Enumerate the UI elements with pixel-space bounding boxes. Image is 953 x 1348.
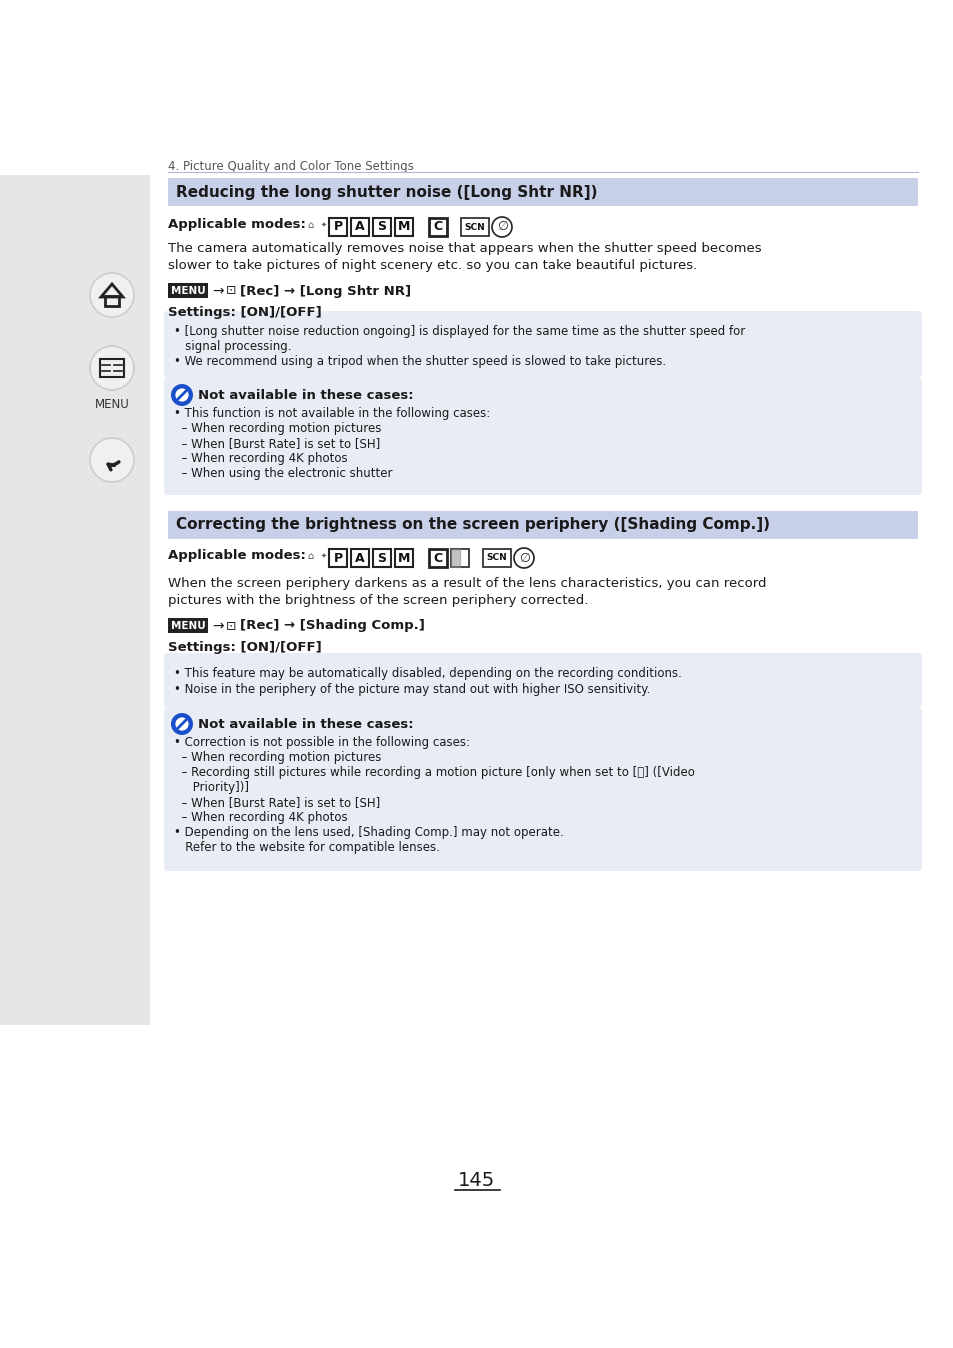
Text: Not available in these cases:: Not available in these cases: xyxy=(198,390,414,402)
Circle shape xyxy=(173,387,190,403)
Text: • Depending on the lens used, [Shading Comp.] may not operate.: • Depending on the lens used, [Shading C… xyxy=(173,826,563,838)
Text: SCN: SCN xyxy=(486,554,507,562)
Circle shape xyxy=(90,346,133,390)
Text: MENU: MENU xyxy=(94,399,130,411)
Text: ∅: ∅ xyxy=(518,551,529,565)
Text: →: → xyxy=(212,619,223,634)
Text: • Noise in the periphery of the picture may stand out with higher ISO sensitivit: • Noise in the periphery of the picture … xyxy=(173,683,650,696)
Text: – When [Burst Rate] is set to [SH]: – When [Burst Rate] is set to [SH] xyxy=(173,437,380,450)
Text: – When using the electronic shutter: – When using the electronic shutter xyxy=(173,466,392,480)
Text: • This function is not available in the following cases:: • This function is not available in the … xyxy=(173,407,490,421)
Text: A: A xyxy=(355,221,364,233)
Text: ⊡: ⊡ xyxy=(226,620,236,632)
FancyBboxPatch shape xyxy=(168,511,917,539)
FancyBboxPatch shape xyxy=(168,283,208,298)
Text: ⊡: ⊡ xyxy=(226,284,236,298)
Text: • Correction is not possible in the following cases:: • Correction is not possible in the foll… xyxy=(173,736,470,749)
Text: • This feature may be automatically disabled, depending on the recording conditi: • This feature may be automatically disa… xyxy=(173,667,681,679)
Circle shape xyxy=(514,549,534,568)
Text: When the screen periphery darkens as a result of the lens characteristics, you c: When the screen periphery darkens as a r… xyxy=(168,577,765,590)
Text: [Rec] → [Long Shtr NR]: [Rec] → [Long Shtr NR] xyxy=(240,284,411,298)
FancyBboxPatch shape xyxy=(351,549,369,568)
Circle shape xyxy=(171,713,193,735)
Text: →: → xyxy=(212,284,223,298)
Text: M: M xyxy=(397,551,410,565)
Text: pictures with the brightness of the screen periphery corrected.: pictures with the brightness of the scre… xyxy=(168,594,588,607)
FancyBboxPatch shape xyxy=(373,549,391,568)
Text: ⁺: ⁺ xyxy=(428,221,432,229)
FancyBboxPatch shape xyxy=(168,178,917,206)
Circle shape xyxy=(90,438,133,483)
Text: – Recording still pictures while recording a motion picture [only when set to [📹: – Recording still pictures while recordi… xyxy=(173,766,694,779)
FancyBboxPatch shape xyxy=(329,218,347,236)
FancyBboxPatch shape xyxy=(373,218,391,236)
FancyBboxPatch shape xyxy=(168,617,208,634)
FancyBboxPatch shape xyxy=(395,218,413,236)
Text: Correcting the brightness on the screen periphery ([Shading Comp.]): Correcting the brightness on the screen … xyxy=(175,518,769,532)
FancyBboxPatch shape xyxy=(460,218,489,236)
FancyBboxPatch shape xyxy=(395,549,413,568)
Text: Settings: [ON]/[OFF]: Settings: [ON]/[OFF] xyxy=(168,642,321,654)
Text: • We recommend using a tripod when the shutter speed is slowed to take pictures.: • We recommend using a tripod when the s… xyxy=(173,355,665,368)
Circle shape xyxy=(492,217,512,237)
Text: S: S xyxy=(377,221,386,233)
FancyBboxPatch shape xyxy=(164,706,921,871)
Text: ~: ~ xyxy=(459,220,468,231)
FancyBboxPatch shape xyxy=(164,377,921,495)
Text: S: S xyxy=(377,551,386,565)
FancyBboxPatch shape xyxy=(451,549,469,568)
Text: C: C xyxy=(433,221,442,233)
Text: MENU: MENU xyxy=(171,621,205,631)
FancyBboxPatch shape xyxy=(329,549,347,568)
FancyBboxPatch shape xyxy=(0,175,150,1024)
Text: 4. Picture Quality and Color Tone Settings: 4. Picture Quality and Color Tone Settin… xyxy=(168,160,414,173)
Text: – When [Burst Rate] is set to [SH]: – When [Burst Rate] is set to [SH] xyxy=(173,797,380,809)
Circle shape xyxy=(171,384,193,406)
Text: C: C xyxy=(433,551,442,565)
Text: [Rec] → [Shading Comp.]: [Rec] → [Shading Comp.] xyxy=(240,620,424,632)
FancyBboxPatch shape xyxy=(429,218,447,236)
Text: M: M xyxy=(397,221,410,233)
FancyBboxPatch shape xyxy=(429,549,447,568)
Text: Settings: [ON]/[OFF]: Settings: [ON]/[OFF] xyxy=(168,306,321,319)
Text: • [Long shutter noise reduction ongoing] is displayed for the same time as the s: • [Long shutter noise reduction ongoing]… xyxy=(173,325,744,338)
Text: signal processing.: signal processing. xyxy=(173,340,292,353)
FancyBboxPatch shape xyxy=(164,652,921,706)
Text: ~: ~ xyxy=(481,551,490,561)
Text: Priority])]: Priority])] xyxy=(173,780,249,794)
Text: 145: 145 xyxy=(457,1170,496,1189)
Text: – When recording motion pictures: – When recording motion pictures xyxy=(173,751,381,764)
Text: ⌂: ⌂ xyxy=(307,220,313,231)
Text: MENU: MENU xyxy=(171,286,205,297)
Text: Applicable modes:: Applicable modes: xyxy=(168,549,306,562)
Text: P: P xyxy=(334,221,342,233)
Text: Not available in these cases:: Not available in these cases: xyxy=(198,718,414,731)
Text: P: P xyxy=(334,551,342,565)
Text: The camera automatically removes noise that appears when the shutter speed becom: The camera automatically removes noise t… xyxy=(168,243,760,255)
Text: SCN: SCN xyxy=(464,222,485,232)
Text: – When recording 4K photos: – When recording 4K photos xyxy=(173,811,347,824)
Text: slower to take pictures of night scenery etc. so you can take beautiful pictures: slower to take pictures of night scenery… xyxy=(168,259,697,272)
FancyBboxPatch shape xyxy=(482,549,511,568)
Text: ⌂: ⌂ xyxy=(307,551,313,561)
FancyBboxPatch shape xyxy=(351,218,369,236)
Text: Reducing the long shutter noise ([Long Shtr NR]): Reducing the long shutter noise ([Long S… xyxy=(175,185,597,200)
Text: ✦: ✦ xyxy=(321,222,327,228)
Text: – When recording 4K photos: – When recording 4K photos xyxy=(173,452,347,465)
Text: – When recording motion pictures: – When recording motion pictures xyxy=(173,422,381,435)
Text: ✦: ✦ xyxy=(321,553,327,559)
FancyBboxPatch shape xyxy=(164,311,921,377)
Text: Refer to the website for compatible lenses.: Refer to the website for compatible lens… xyxy=(173,841,439,855)
Text: ⁺: ⁺ xyxy=(428,551,432,561)
Text: Applicable modes:: Applicable modes: xyxy=(168,218,306,231)
Circle shape xyxy=(173,716,190,732)
Text: ∅: ∅ xyxy=(497,221,507,233)
Text: A: A xyxy=(355,551,364,565)
Circle shape xyxy=(90,274,133,317)
